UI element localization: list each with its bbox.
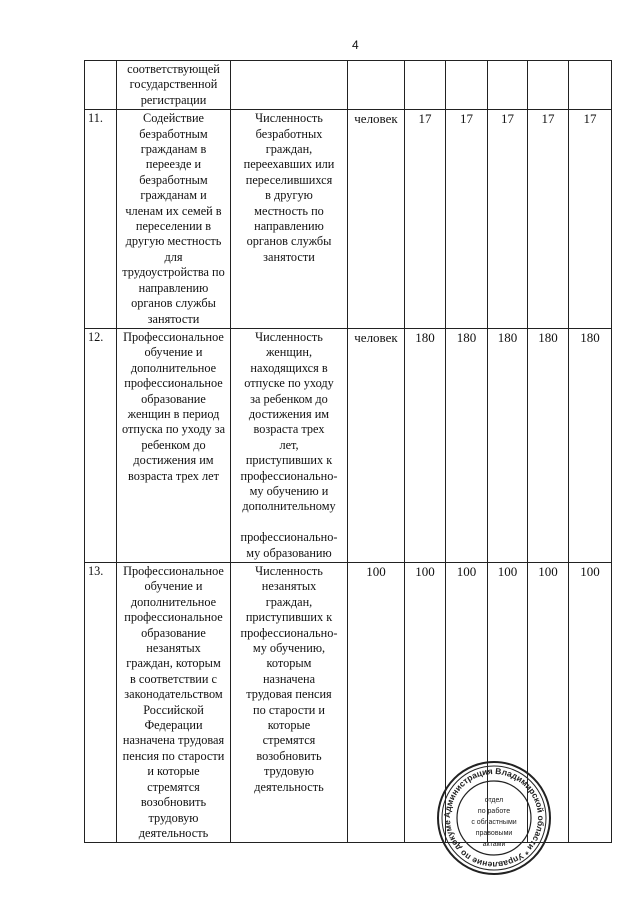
unit-cell: человек xyxy=(347,327,405,564)
svg-text:с областными: с областными xyxy=(471,818,516,826)
row-number: 11. xyxy=(84,109,117,329)
indicator-name: Численность безработных граждан, перееха… xyxy=(230,109,348,329)
value-cell: 180 xyxy=(527,327,569,564)
official-stamp: Администрация Владимирской области * Упр… xyxy=(436,760,551,875)
value-cell: 17 xyxy=(527,109,569,329)
indicator-name xyxy=(230,59,348,111)
table-row: 13. Профессиональное обучение и дополните… xyxy=(84,561,612,844)
page-number: 4 xyxy=(352,38,359,52)
unit-cell: человек xyxy=(347,109,405,329)
value-cell: 17 xyxy=(568,109,612,329)
value-cell xyxy=(487,59,528,111)
measure-name: Профессиональное обучение и дополнительн… xyxy=(116,561,231,844)
program-indicators-table: соответствующей государственной регистра… xyxy=(84,59,612,844)
value-cell: 180 xyxy=(404,327,446,564)
unit-cell: 100 xyxy=(347,561,405,844)
measure-name: соответствующей государственной регистра… xyxy=(116,59,231,111)
value-cell: 17 xyxy=(404,109,446,329)
value-cell: 180 xyxy=(445,327,488,564)
value-cell xyxy=(527,59,569,111)
row-number: 12. xyxy=(84,327,117,564)
unit-cell xyxy=(347,59,405,111)
row-number: 13. xyxy=(84,561,117,844)
value-cell: 17 xyxy=(487,109,528,329)
value-cell: 100 xyxy=(404,561,446,844)
table-row: соответствующей государственной регистра… xyxy=(84,59,612,111)
value-cell xyxy=(568,59,612,111)
svg-text:актами: актами xyxy=(483,841,506,848)
value-cell xyxy=(404,59,446,111)
row-number xyxy=(84,59,117,111)
svg-text:отдел: отдел xyxy=(485,797,504,804)
value-cell: 180 xyxy=(487,327,528,564)
table-row: 12. Профессиональное обучение и дополните… xyxy=(84,327,612,564)
indicator-name: Численность незанятых граждан, приступив… xyxy=(230,561,348,844)
svg-text:по работе: по работе xyxy=(478,807,510,815)
value-cell: 100 xyxy=(487,561,528,844)
value-cell: 180 xyxy=(568,327,612,564)
value-cell: 100 xyxy=(568,561,612,844)
measure-name: Содействие безработным гражданам в перее… xyxy=(116,109,231,329)
svg-text:Администрация Владимирской обл: Администрация Владимирской области * Упр… xyxy=(436,760,546,870)
table-row: 11. Содействие безработным гражданам в пе… xyxy=(84,109,612,329)
value-cell: 100 xyxy=(527,561,569,844)
measure-name: Профессиональное обучение и дополнительн… xyxy=(116,327,231,564)
svg-text:правовыми: правовыми xyxy=(476,830,513,837)
indicator-name: Численность женщин, находящихся в отпуск… xyxy=(230,327,348,564)
value-cell: 100 xyxy=(445,561,488,844)
value-cell: 17 xyxy=(445,109,488,329)
value-cell xyxy=(445,59,488,111)
